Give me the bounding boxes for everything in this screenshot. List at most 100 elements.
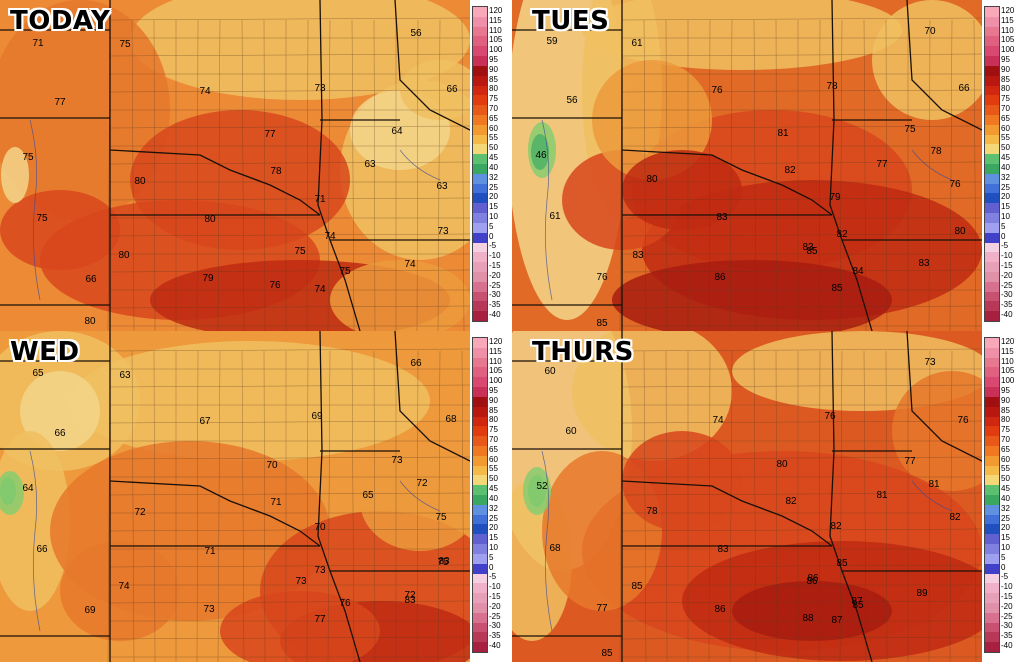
legend-color-bar (984, 6, 1000, 322)
legend-swatch (473, 367, 487, 378)
legend-swatch (473, 583, 487, 594)
legend-tick-label: 50 (489, 143, 498, 153)
legend-tick-label: 40 (489, 493, 498, 503)
legend-swatch (473, 164, 487, 174)
temperature-label: 73 (314, 83, 326, 94)
legend-tick-label: 80 (489, 415, 498, 425)
temperature-label: 61 (631, 38, 643, 49)
temperature-label: 73 (295, 576, 307, 587)
legend-swatch (985, 301, 999, 312)
temperature-label: 75 (435, 512, 447, 523)
temperature-map-wed (0, 331, 470, 662)
legend-tick-label: 90 (489, 395, 498, 405)
rivers (541, 450, 953, 632)
legend-swatch (473, 222, 487, 233)
legend-tick-label: 10 (1001, 542, 1010, 552)
temperature-label: 80 (134, 176, 146, 187)
legend-tick-label: -40 (489, 641, 501, 651)
legend-swatch (473, 642, 487, 652)
legend-tick-label: -20 (489, 270, 501, 280)
legend-tick-label: -5 (1001, 241, 1009, 251)
legend-tick-label: 0 (489, 562, 494, 572)
temperature-label: 84 (852, 266, 864, 277)
temperature-label: 80 (954, 226, 966, 237)
temperature-label: 85 (831, 283, 843, 294)
legend-tick-label: 15 (1001, 533, 1010, 543)
county-grid (619, 17, 982, 331)
legend-tick-label: 5 (489, 221, 494, 231)
legend-swatch (473, 291, 487, 302)
temperature-label: 80 (118, 250, 130, 261)
legend-tick-label: -5 (1001, 572, 1009, 582)
legend-swatch (985, 367, 999, 378)
legend-swatch (473, 534, 487, 545)
temperature-label: 85 (836, 558, 848, 569)
legend-swatch (473, 475, 487, 486)
temperature-label: 56 (566, 95, 578, 106)
legend-swatch (473, 465, 487, 476)
temperature-label: 78 (646, 506, 658, 517)
legend-tick-label: -25 (1001, 280, 1013, 290)
panel-thurs: 60 60 52 74 76 80 82 78 83 82 85 86 85 86 87 87 88 86 89 82… (512, 331, 1024, 662)
legend-tick-label: 90 (1001, 64, 1010, 74)
legend-swatch (473, 387, 487, 397)
panel-title-tues: TUES (532, 6, 610, 36)
legend-tick-label: 15 (1001, 202, 1010, 212)
temperature-label: 79 (829, 192, 841, 203)
temperature-region (622, 150, 742, 230)
legend-swatch (985, 406, 999, 417)
legend-tick-label: 120 (1001, 5, 1015, 15)
temperature-label: 82 (785, 496, 797, 507)
legend-swatch (985, 85, 999, 96)
temperature-label: 72 (416, 478, 428, 489)
temperature-region (0, 0, 170, 220)
legend-swatch (473, 416, 487, 427)
legend-swatch (985, 642, 999, 652)
temperature-label: 71 (270, 497, 282, 508)
legend-tick-label: -10 (1001, 251, 1013, 261)
legend-swatch (985, 114, 999, 125)
temperature-label: 75 (339, 266, 351, 277)
legend-tick-label: -20 (1001, 601, 1013, 611)
legend-swatch (473, 396, 487, 407)
temperature-label: 83 (918, 258, 930, 269)
legend-swatch (985, 455, 999, 466)
legend-tick-label: -40 (1001, 641, 1013, 651)
legend-tick-label: -35 (1001, 300, 1013, 310)
legend-swatch (985, 124, 999, 135)
legend-swatch (473, 514, 487, 525)
rivers (29, 450, 441, 632)
legend-swatch (985, 387, 999, 397)
legend-swatch (473, 622, 487, 633)
temperature-label: 75 (22, 152, 34, 163)
temperature-label: 75 (119, 39, 131, 50)
legend-swatch (473, 281, 487, 292)
temperature-label: 69 (311, 411, 323, 422)
legend-swatch (985, 222, 999, 233)
state-boundaries (512, 0, 982, 331)
temperature-label: 87 (851, 596, 863, 607)
temperature-region (70, 341, 430, 461)
temperature-label: 66 (446, 84, 458, 95)
temperature-label: 79 (202, 273, 214, 284)
temperature-label: 60 (565, 426, 577, 437)
legend-tick-label: 115 (489, 15, 502, 25)
legend-swatch (985, 563, 999, 574)
temperature-label: 74 (118, 581, 130, 592)
legend-swatch (985, 26, 999, 37)
temperature-label: 80 (646, 174, 658, 185)
legend-swatch (985, 396, 999, 407)
temperature-label: 78 (930, 146, 942, 157)
legend-tick-label: 120 (489, 336, 503, 346)
temperature-label: 82 (949, 512, 961, 523)
legend-tick-label: 45 (1001, 153, 1010, 163)
color-scale-legend-wed: 120 115 110 105 100 95 90 85 80 75 70 65 60 55 50 45 40 3… (470, 335, 512, 657)
temperature-region (612, 260, 892, 331)
legend-tick-label: 32 (489, 503, 498, 513)
legend-tick-label: 115 (1001, 346, 1014, 356)
legend-tick-label: 85 (1001, 74, 1010, 84)
legend-swatch (985, 203, 999, 214)
legend-swatch (985, 583, 999, 594)
legend-tick-label: 90 (1001, 395, 1010, 405)
temperature-label: 74 (324, 231, 336, 242)
